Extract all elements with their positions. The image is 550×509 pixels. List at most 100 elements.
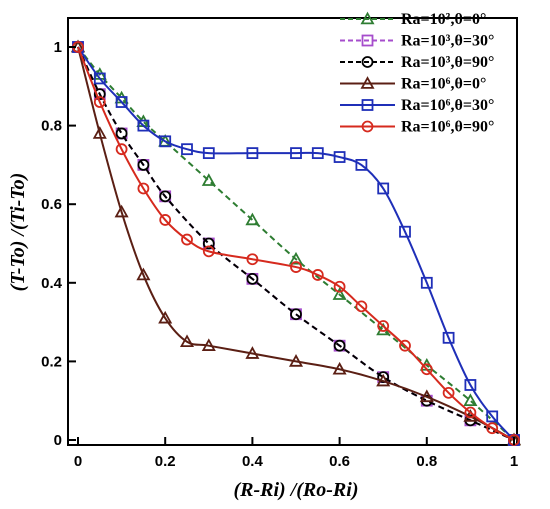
y-tick-label: 0.4	[41, 275, 63, 292]
data-point	[486, 410, 499, 423]
data-point	[114, 204, 129, 218]
data-point	[245, 212, 260, 226]
legend-entry: Ra=10³,θ=90°	[340, 54, 494, 71]
legend-entry: Ra=10⁶,θ=0°	[340, 76, 486, 93]
data-point	[419, 389, 434, 403]
data-point	[332, 287, 347, 300]
data-point	[181, 233, 193, 246]
legend-marker	[361, 34, 374, 47]
data-point	[159, 135, 172, 148]
data-point	[288, 354, 304, 367]
axes: 0 0.2 0.4 0.6 0.8 1 0 0.2 0.4 0.6 0.8 1	[41, 39, 518, 470]
data-point	[399, 225, 411, 238]
series-6	[72, 41, 520, 446]
legend-entry: Ra=10⁶,θ=90°	[340, 119, 494, 136]
series-5	[72, 41, 520, 446]
data-point	[355, 158, 368, 171]
data-point	[464, 406, 477, 419]
legend-label: Ra=10⁶,θ=90°	[401, 119, 494, 136]
series-line	[77, 46, 515, 441]
data-point	[311, 147, 324, 160]
x-tick-label: 0	[74, 453, 82, 470]
data-point	[93, 72, 106, 85]
data-point	[290, 261, 302, 273]
data-point	[136, 267, 151, 281]
data-point	[137, 158, 150, 171]
legend-marker	[361, 120, 374, 133]
legend-marker	[361, 56, 374, 68]
x-axis-title: (R-Ri) /(Ro-Ri)	[234, 479, 359, 501]
data-point	[290, 308, 302, 321]
data-point	[420, 276, 433, 289]
data-point	[202, 237, 215, 250]
data-point	[420, 363, 433, 376]
x-tick-label: 0.8	[416, 453, 437, 470]
data-point	[288, 251, 304, 265]
y-tick-label: 0	[54, 432, 62, 449]
legend-label: Ra=10³,θ=30°	[401, 33, 494, 50]
plot-area	[70, 39, 522, 446]
data-point	[442, 386, 455, 399]
data-point	[202, 245, 215, 258]
data-point	[376, 373, 391, 387]
data-point	[290, 147, 302, 160]
data-point	[246, 147, 259, 160]
data-point	[333, 151, 346, 163]
legend-marker	[361, 99, 374, 111]
data-point	[377, 371, 390, 384]
data-point	[159, 190, 172, 203]
data-point	[332, 361, 347, 375]
legend-marker	[360, 11, 375, 25]
legend-entry: Ra=10³,θ=30°	[340, 33, 494, 50]
data-point	[93, 96, 106, 108]
data-point	[377, 320, 390, 332]
data-point	[202, 147, 215, 160]
data-point	[179, 334, 195, 348]
data-point	[464, 379, 477, 391]
legend-entry: Ra=10⁶,θ=30°	[340, 97, 494, 114]
x-tick-label: 0.4	[242, 453, 264, 470]
data-point	[159, 214, 172, 226]
data-point	[115, 127, 128, 140]
plot-frame	[67, 17, 518, 446]
data-point	[158, 310, 173, 324]
data-point	[399, 339, 411, 352]
data-point	[115, 96, 128, 108]
data-point	[181, 143, 193, 156]
legend-label: Ra=10³,θ=90°	[401, 54, 494, 71]
legend-label: Ra=10³,θ=0°	[401, 11, 486, 28]
y-axis-title: (T-To) /(Ti-To)	[7, 173, 29, 292]
data-point	[245, 346, 260, 359]
data-point	[246, 253, 259, 266]
data-point	[355, 300, 368, 313]
x-tick-label: 1	[510, 453, 518, 470]
data-point	[92, 126, 107, 139]
legend-label: Ra=10⁶,θ=30°	[401, 97, 494, 114]
data-point	[463, 393, 478, 407]
legend-label: Ra=10⁶,θ=0°	[401, 76, 486, 93]
data-point	[333, 339, 346, 352]
data-point	[115, 143, 128, 156]
legend-entry: Ra=10³,θ=0°	[340, 11, 486, 28]
y-tick-label: 0.2	[41, 353, 62, 370]
series-line	[77, 46, 515, 441]
y-tick-label: 0.6	[41, 196, 62, 213]
legend-marker	[360, 76, 375, 89]
y-tick-label: 1	[54, 39, 62, 56]
legend: Ra=10³,θ=0° Ra=10³,θ=30° Ra=10³,θ=90° Ra=10…	[340, 11, 494, 136]
data-point	[137, 119, 150, 132]
data-point	[311, 269, 324, 281]
data-point	[442, 331, 455, 344]
y-tick-label: 0.8	[41, 118, 62, 135]
data-point	[201, 338, 216, 351]
data-point	[377, 182, 390, 195]
data-point	[93, 88, 106, 101]
data-point	[333, 280, 346, 293]
data-point	[246, 272, 259, 285]
series-line	[77, 46, 515, 441]
x-tick-label: 0.2	[155, 453, 176, 470]
data-point	[486, 422, 499, 435]
series-line	[77, 46, 515, 441]
data-point	[137, 182, 150, 195]
